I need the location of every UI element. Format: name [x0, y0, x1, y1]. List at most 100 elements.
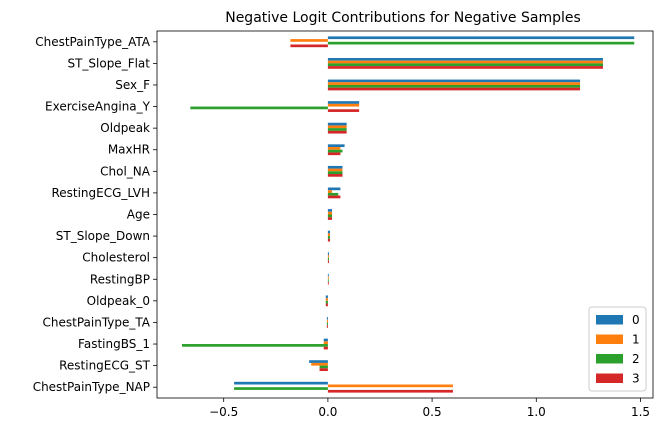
- y-tick-label: Cholesterol: [82, 251, 150, 265]
- bar-Oldpeak_0-series-0: [325, 295, 328, 299]
- legend-label-1: 1: [632, 333, 640, 347]
- bar-RestingBP-series-2: [327, 279, 329, 282]
- legend-swatch-0: [596, 315, 623, 325]
- bar-FastingBS_1-series-0: [323, 338, 328, 342]
- bar-Age-series-0: [327, 209, 333, 212]
- bar-ST_Slope_Flat-series-3: [327, 66, 603, 69]
- x-tick-label: 1.5: [631, 405, 650, 419]
- bar-MaxHR-series-0: [327, 144, 345, 148]
- bar-Age-series-2: [327, 214, 333, 218]
- bar-RestingECG_LVH-series-2: [327, 192, 339, 196]
- y-tick-label: RestingECG_LVH: [51, 186, 150, 200]
- bar-MaxHR-series-2: [327, 149, 343, 153]
- bar-ExerciseAngina_Y-series-1: [327, 103, 360, 107]
- bar-RestingBP-series-3: [327, 281, 329, 285]
- y-tick-label: FastingBS_1: [78, 337, 150, 351]
- bar-ChestPainType_NAP-series-3: [327, 389, 453, 393]
- bars-layer: [182, 36, 635, 393]
- bar-MaxHR-series-3: [327, 152, 341, 156]
- bar-FastingBS_1-series-2: [182, 344, 328, 347]
- y-axis: ChestPainType_ATA ST_Slope_Flat Sex_F Exerc…: [33, 35, 157, 394]
- y-tick-label: Sex_F: [115, 78, 150, 92]
- x-tick-label: 1.0: [527, 405, 546, 419]
- legend-frame: [588, 306, 647, 392]
- bar-Cholesterol-series-3: [327, 260, 329, 264]
- legend-label-0: 0: [632, 313, 640, 327]
- bar-Sex_F-series-2: [327, 84, 581, 88]
- y-tick-label: ST_Slope_Down: [56, 229, 150, 243]
- legend-swatch-3: [596, 373, 623, 383]
- bar-Chol_NA-series-3: [327, 174, 343, 177]
- legend-label-2: 2: [632, 352, 640, 366]
- y-tick-label: ChestPainType_TA: [43, 315, 151, 329]
- bar-Sex_F-series-0: [327, 79, 581, 83]
- bar-ChestPainType_TA-series-1: [326, 319, 328, 323]
- bar-RestingBP-series-1: [327, 276, 329, 280]
- bar-ChestPainType_NAP-series-2: [234, 387, 328, 390]
- bar-Oldpeak-series-0: [327, 122, 347, 126]
- bar-ChestPainType_ATA-series-2: [327, 41, 635, 45]
- bar-FastingBS_1-series-1: [323, 341, 328, 345]
- bar-ST_Slope_Down-series-2: [327, 236, 330, 239]
- y-tick-label: RestingECG_ST: [59, 359, 151, 373]
- bar-Cholesterol-series-2: [327, 257, 329, 261]
- bar-ChestPainType_TA-series-2: [326, 322, 328, 326]
- legend-swatch-2: [596, 354, 623, 364]
- bar-RestingECG_ST-series-2: [319, 365, 328, 369]
- x-tick-label: 0.0: [318, 405, 337, 419]
- y-tick-label: Oldpeak: [100, 121, 150, 135]
- bar-ST_Slope_Down-series-1: [327, 233, 330, 237]
- bar-ST_Slope_Flat-series-0: [327, 57, 603, 61]
- bar-ExerciseAngina_Y-series-0: [327, 101, 360, 104]
- y-tick-label: ST_Slope_Flat: [67, 56, 150, 70]
- bar-Oldpeak-series-1: [327, 125, 347, 129]
- bar-ST_Slope_Down-series-3: [327, 238, 330, 242]
- bar-Age-series-1: [327, 211, 333, 215]
- bar-Oldpeak_0-series-2: [325, 300, 328, 304]
- bar-ExerciseAngina_Y-series-2: [190, 106, 328, 110]
- legend-swatch-1: [596, 334, 623, 344]
- bar-Chol_NA-series-0: [327, 165, 343, 169]
- bar-RestingECG_ST-series-0: [309, 360, 328, 363]
- bar-ChestPainType_TA-series-0: [326, 317, 328, 320]
- bar-RestingECG_LVH-series-0: [327, 187, 341, 191]
- bar-ExerciseAngina_Y-series-3: [327, 109, 360, 112]
- bar-RestingBP-series-0: [327, 273, 329, 277]
- bar-RestingECG_ST-series-1: [311, 362, 328, 366]
- bar-Oldpeak-series-3: [327, 130, 347, 134]
- bar-ChestPainType_ATA-series-3: [290, 44, 328, 48]
- y-tick-label: MaxHR: [108, 143, 150, 157]
- bar-ChestPainType_ATA-series-1: [290, 39, 328, 42]
- bar-Cholesterol-series-1: [327, 254, 329, 258]
- bar-ST_Slope_Flat-series-2: [327, 63, 603, 67]
- legend-label-3: 3: [632, 372, 640, 386]
- bar-ChestPainType_NAP-series-1: [327, 384, 453, 388]
- bar-ChestPainType_NAP-series-0: [234, 381, 328, 385]
- y-tick-label: ChestPainType_ATA: [35, 35, 151, 49]
- legend: 0 1 2 3: [588, 306, 647, 392]
- chart-title: Negative Logit Contributions for Negativ…: [225, 10, 581, 26]
- bar-ST_Slope_Down-series-0: [327, 230, 330, 234]
- x-axis: −0.5 0.0 0.5 1.0 1.5: [209, 398, 650, 419]
- y-tick-label: Oldpeak_0: [87, 294, 150, 308]
- bar-Oldpeak-series-2: [327, 128, 347, 131]
- bar-Sex_F-series-3: [327, 87, 581, 91]
- bar-Chol_NA-series-2: [327, 171, 343, 175]
- y-tick-label: Age: [127, 208, 150, 222]
- bar-FastingBS_1-series-3: [323, 346, 328, 350]
- bar-Chol_NA-series-1: [327, 168, 343, 172]
- x-tick-label: 0.5: [423, 405, 442, 419]
- y-tick-label: ExerciseAngina_Y: [45, 100, 151, 114]
- y-tick-label: RestingBP: [90, 272, 150, 286]
- bar-Sex_F-series-1: [327, 82, 581, 85]
- bar-ChestPainType_TA-series-3: [326, 325, 328, 328]
- bar-MaxHR-series-1: [327, 147, 341, 150]
- bar-Oldpeak_0-series-3: [325, 303, 328, 307]
- bar-RestingECG_ST-series-3: [319, 368, 328, 372]
- y-tick-label: ChestPainType_NAP: [33, 380, 150, 394]
- bar-RestingECG_LVH-series-3: [327, 195, 341, 199]
- bar-Oldpeak_0-series-1: [325, 298, 328, 301]
- bar-Age-series-3: [327, 217, 333, 220]
- bar-ChestPainType_ATA-series-0: [327, 36, 635, 40]
